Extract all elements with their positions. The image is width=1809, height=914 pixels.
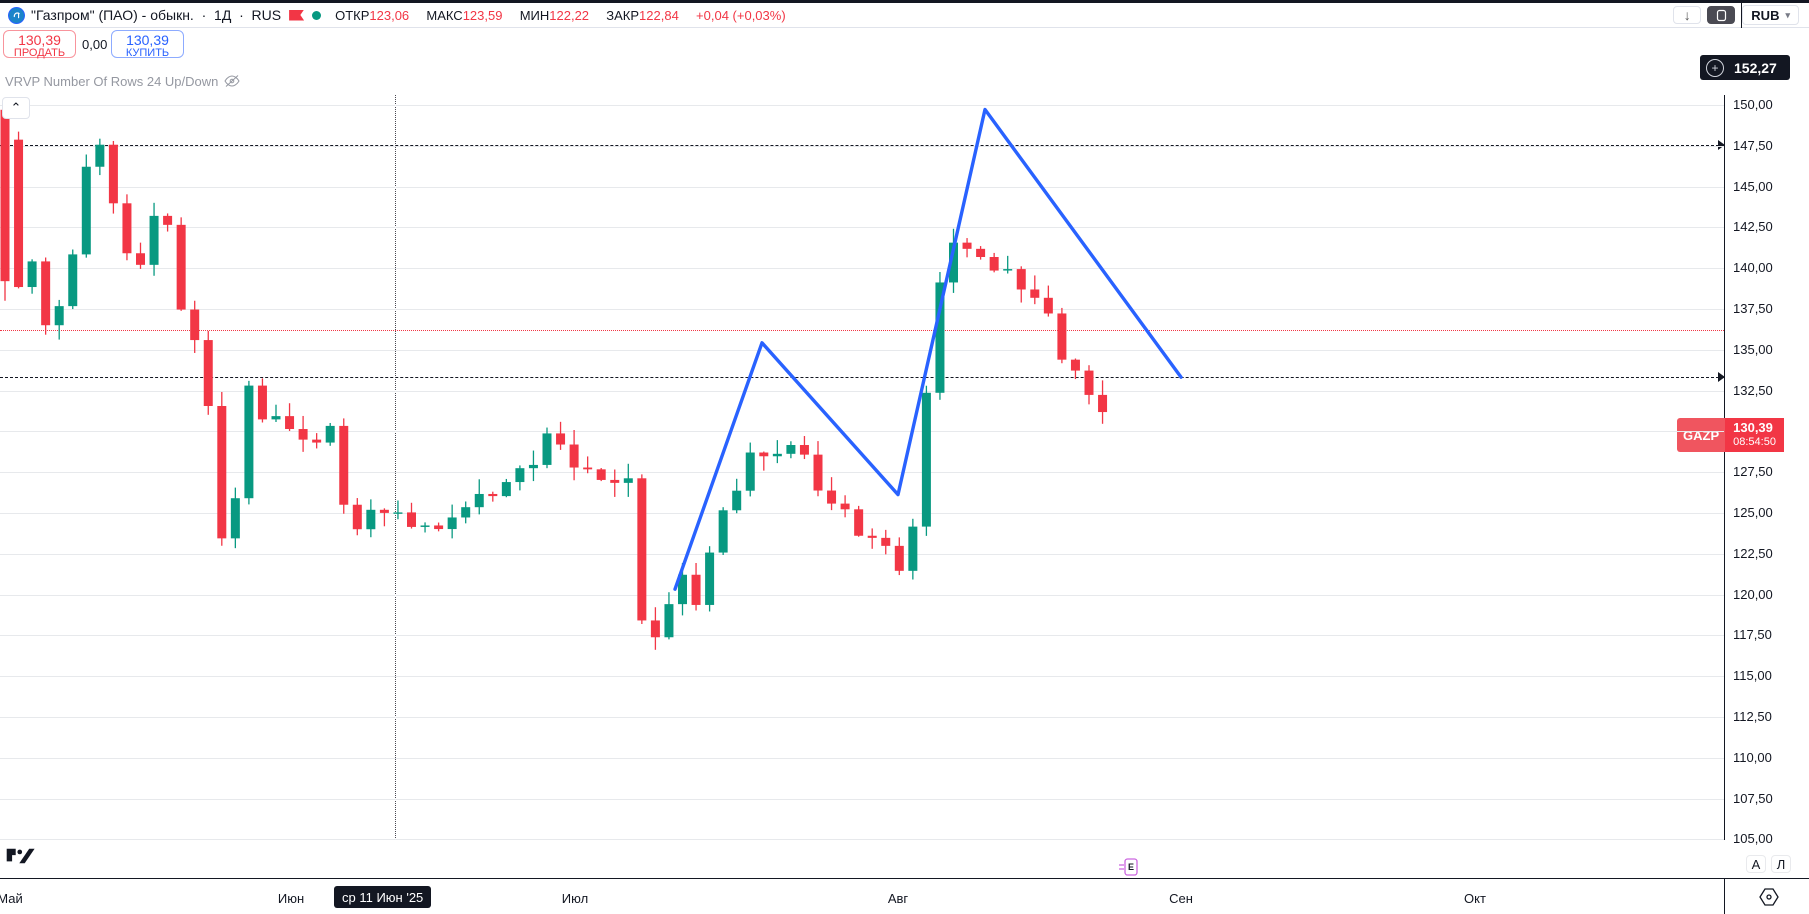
- svg-text:E: E: [1128, 862, 1134, 872]
